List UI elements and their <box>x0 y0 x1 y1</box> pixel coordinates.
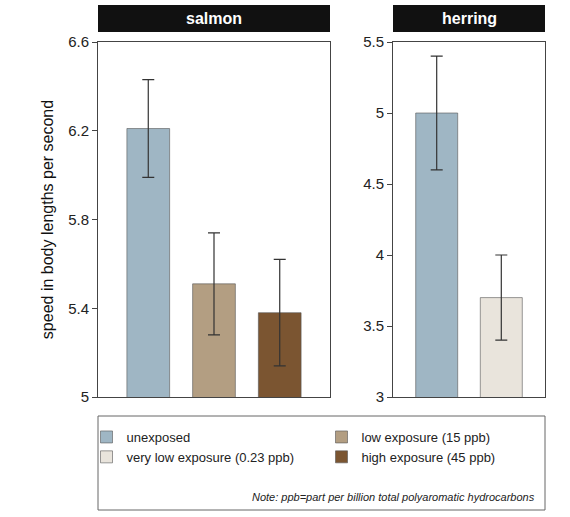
svg-text:5.5: 5.5 <box>363 33 384 50</box>
svg-text:Note: ppb=part per billion tot: Note: ppb=part per billion total polyaro… <box>252 491 535 503</box>
svg-text:very low exposure (0.23 ppb): very low exposure (0.23 ppb) <box>127 450 295 465</box>
svg-text:unexposed: unexposed <box>127 430 191 445</box>
svg-text:4: 4 <box>376 246 384 263</box>
svg-text:5: 5 <box>376 104 384 121</box>
svg-text:herring: herring <box>442 10 497 27</box>
svg-text:5: 5 <box>81 388 89 405</box>
svg-text:speed in body lengths per seco: speed in body lengths per second <box>39 100 56 339</box>
svg-text:3: 3 <box>376 388 384 405</box>
svg-text:6.2: 6.2 <box>68 122 89 139</box>
svg-text:salmon: salmon <box>186 10 242 27</box>
svg-text:5.8: 5.8 <box>68 211 89 228</box>
svg-text:high exposure (45 ppb): high exposure (45 ppb) <box>362 450 496 465</box>
svg-text:6.6: 6.6 <box>68 33 89 50</box>
svg-text:4.5: 4.5 <box>363 175 384 192</box>
svg-text:5.4: 5.4 <box>68 300 89 317</box>
svg-text:low exposure (15 ppb): low exposure (15 ppb) <box>362 430 491 445</box>
svg-text:3.5: 3.5 <box>363 317 384 334</box>
